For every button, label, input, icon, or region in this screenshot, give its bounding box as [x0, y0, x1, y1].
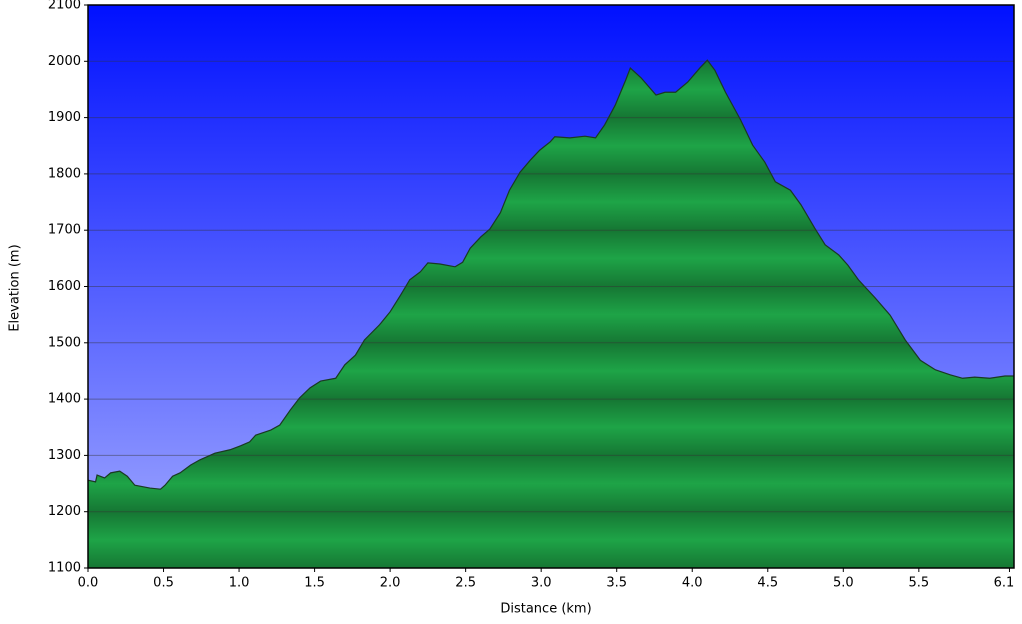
plot-frame	[87, 4, 1015, 569]
y-tick-label: 1600	[48, 279, 81, 294]
x-tick-label: 6.1	[994, 576, 1015, 591]
x-tick-label: 1.0	[229, 576, 250, 591]
x-tick-label: 2.5	[455, 576, 476, 591]
x-tick-label: 2.0	[380, 576, 401, 591]
x-tick-label: 3.5	[606, 576, 627, 591]
y-tick-label: 1300	[48, 448, 81, 463]
y-tick-label: 1500	[48, 335, 81, 350]
y-axis-label: Elevation (m)	[8, 244, 23, 331]
y-tick-label: 1900	[48, 110, 81, 125]
x-axis-label: Distance (km)	[500, 602, 591, 617]
x-tick-label: 4.0	[682, 576, 703, 591]
x-tick-label: 3.0	[531, 576, 552, 591]
area-shading	[88, 60, 1014, 568]
y-tick-label: 1100	[48, 561, 81, 576]
x-tick-label: 5.0	[833, 576, 854, 591]
x-tick-label: 1.5	[304, 576, 325, 591]
y-tick-label: 2100	[48, 0, 81, 13]
x-tick-label: 0.5	[153, 576, 174, 591]
y-tick-label: 1700	[48, 223, 81, 238]
x-tick-label: 5.5	[908, 576, 929, 591]
x-tick-label: 0.0	[78, 576, 99, 591]
x-tick-label: 4.5	[757, 576, 778, 591]
elevation-line	[87, 59, 1014, 490]
y-tick-label: 1200	[48, 504, 81, 519]
y-tick-label: 1800	[48, 166, 81, 181]
y-tick-label: 1400	[48, 392, 81, 407]
y-tick-label: 2000	[48, 54, 81, 69]
